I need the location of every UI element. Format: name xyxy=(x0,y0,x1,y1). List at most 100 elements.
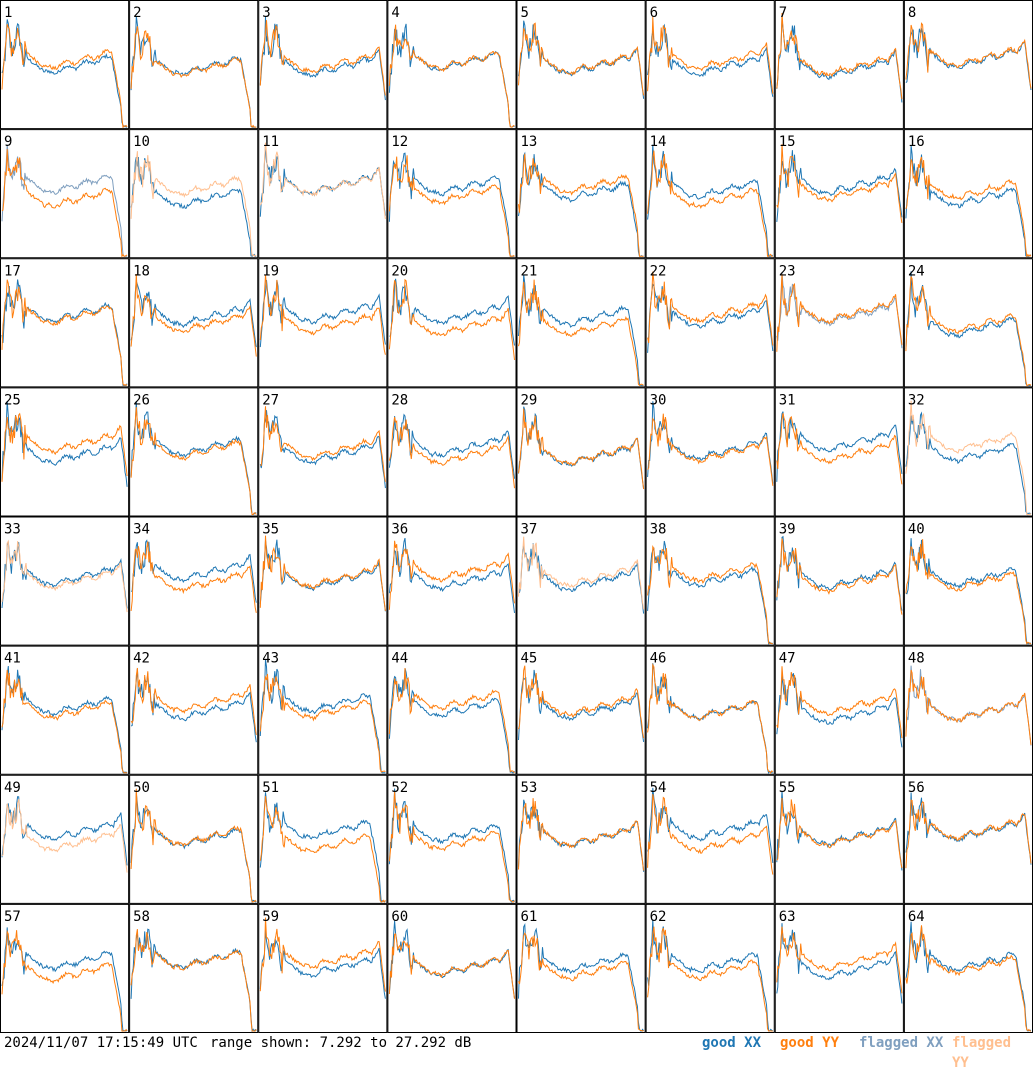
panel-label: 37 xyxy=(521,522,538,538)
panel-frame xyxy=(387,258,517,388)
series-good-yy xyxy=(905,669,1032,745)
spectrum-panel-19: 19 xyxy=(258,258,388,388)
panel-label: 18 xyxy=(133,263,150,279)
spectrum-panel-55: 55 xyxy=(774,774,904,904)
panel-frame xyxy=(645,387,775,517)
series-good-yy xyxy=(259,673,386,773)
spectrum-panel-42: 42 xyxy=(129,645,259,775)
panel-label: 14 xyxy=(650,134,667,150)
spectrum-panel-58: 58 xyxy=(129,903,259,1033)
panel-label: 41 xyxy=(4,651,21,667)
panel-label: 1 xyxy=(4,5,12,21)
panel-label: 27 xyxy=(262,392,279,408)
series-good-yy xyxy=(647,413,774,486)
series-good-xx xyxy=(776,18,903,103)
spectrum-panel-46: 46 xyxy=(645,645,775,775)
panel-frame xyxy=(645,129,775,259)
series-good-yy xyxy=(130,929,257,1032)
series-good-yy xyxy=(388,667,515,774)
series-good-yy xyxy=(647,16,774,94)
panel-label: 53 xyxy=(521,780,538,796)
panel-label: 29 xyxy=(521,392,538,408)
series-flagged-yy xyxy=(1,799,128,873)
spectrum-panel-16: 16 xyxy=(903,129,1033,259)
panel-label: 13 xyxy=(521,134,538,150)
spectrum-panel-40: 40 xyxy=(903,516,1033,646)
spectrum-panel-4: 4 xyxy=(387,0,517,130)
series-good-xx xyxy=(518,543,645,614)
panel-label: 42 xyxy=(133,651,150,667)
series-good-xx xyxy=(905,145,1032,257)
spectrum-panel-51: 51 xyxy=(258,774,388,904)
panel-label: 40 xyxy=(908,522,925,538)
spectrum-panel-22: 22 xyxy=(645,258,775,388)
panel-label: 16 xyxy=(908,134,925,150)
panel-label: 57 xyxy=(4,909,21,925)
panel-frame xyxy=(516,903,646,1033)
series-good-xx xyxy=(1,541,128,609)
panel-frame xyxy=(0,387,130,517)
series-good-yy xyxy=(388,24,515,128)
spectrum-panel-27: 27 xyxy=(258,387,388,517)
series-good-yy xyxy=(776,926,903,994)
series-good-yy xyxy=(647,794,774,875)
series-good-yy xyxy=(1,24,128,129)
series-good-yy xyxy=(1,669,128,774)
spectrum-panel-24: 24 xyxy=(903,258,1033,388)
panel-label: 34 xyxy=(133,522,150,538)
panel-frame xyxy=(645,258,775,388)
series-good-yy xyxy=(518,932,644,1032)
panel-frame xyxy=(516,516,646,646)
spectrum-panel-6: 6 xyxy=(645,0,775,130)
panel-frame xyxy=(0,645,130,775)
panel-label: 63 xyxy=(779,909,796,925)
series-good-yy xyxy=(1,929,128,1032)
panel-frame xyxy=(258,129,388,259)
panel-label: 46 xyxy=(650,651,667,667)
series-good-yy xyxy=(518,408,645,490)
spectrum-panel-10: 10 xyxy=(129,129,259,259)
panel-label: 60 xyxy=(391,909,408,925)
series-good-xx xyxy=(518,669,645,742)
series-good-xx xyxy=(905,271,1031,386)
panel-label: 19 xyxy=(262,263,279,279)
panel-frame xyxy=(129,129,259,259)
spectrum-panel-34: 34 xyxy=(129,516,259,646)
series-good-yy xyxy=(259,917,386,992)
panel-label: 36 xyxy=(391,522,408,538)
panel-frame xyxy=(258,258,388,388)
series-good-xx xyxy=(388,152,515,257)
panel-label: 24 xyxy=(908,263,925,279)
series-flagged-yy xyxy=(905,400,1032,515)
panel-label: 48 xyxy=(908,651,925,667)
panel-frame xyxy=(0,0,130,130)
panel-label: 5 xyxy=(521,5,529,21)
panel-frame xyxy=(129,903,259,1033)
series-good-yy xyxy=(260,406,386,482)
spectrum-panel-45: 45 xyxy=(516,645,646,775)
spectrum-panel-29: 29 xyxy=(516,387,646,517)
panel-label: 11 xyxy=(262,134,279,150)
panel-frame xyxy=(258,387,388,517)
series-good-xx xyxy=(388,788,515,903)
panel-label: 54 xyxy=(650,780,667,796)
series-good-yy xyxy=(130,788,257,903)
panel-label: 31 xyxy=(779,392,796,408)
spectrum-panel-54: 54 xyxy=(645,774,775,904)
series-good-yy xyxy=(259,796,386,903)
series-good-xx xyxy=(647,283,774,353)
panel-label: 58 xyxy=(133,909,150,925)
panel-frame xyxy=(0,774,130,904)
series-good-yy xyxy=(905,799,1032,869)
legend-good-xx: good XX xyxy=(702,1035,762,1051)
spectrum-panel-2: 2 xyxy=(129,0,259,130)
panel-label: 17 xyxy=(4,263,21,279)
series-good-yy xyxy=(776,144,903,223)
series-good-yy xyxy=(776,666,903,739)
spectrum-panel-53: 53 xyxy=(516,774,646,904)
spectrum-panel-30: 30 xyxy=(645,387,775,517)
series-good-xx xyxy=(776,150,903,222)
panel-label: 51 xyxy=(262,780,279,796)
panel-label: 26 xyxy=(133,392,150,408)
spectrum-panel-50: 50 xyxy=(129,774,259,904)
